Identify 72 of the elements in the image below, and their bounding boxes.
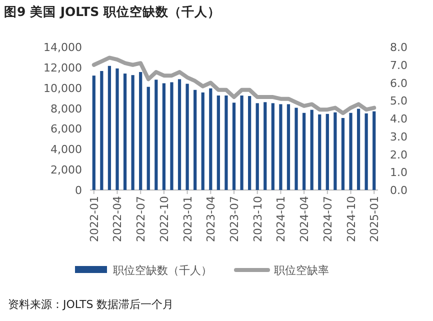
x-tick-label: 2024-01 xyxy=(274,196,288,242)
bar xyxy=(286,104,290,190)
y2-tick-label: 4.0 xyxy=(390,112,408,126)
y-tick-label: 10,000 xyxy=(44,82,82,95)
y-tick-label: 6,000 xyxy=(50,122,82,136)
x-tick-label: 2023-10 xyxy=(251,196,264,242)
chart-title: 图9 美国 JOLTS 职位空缺数（千人） xyxy=(4,4,220,19)
y-tick-label: 14,000 xyxy=(44,41,82,54)
x-tick-label: 2022-10 xyxy=(158,196,171,242)
bar xyxy=(310,110,314,190)
bar xyxy=(294,108,298,190)
y-tick-label: 4,000 xyxy=(50,143,82,156)
bar xyxy=(194,90,197,190)
x-tick-label: 2024-04 xyxy=(298,196,312,242)
bar xyxy=(209,88,212,190)
y2-tick-label: 2.0 xyxy=(390,148,408,162)
bar xyxy=(162,83,166,190)
text: 资料来源：JOLTS 数据滞后一个月 xyxy=(8,298,174,311)
y2-tick-label: 5.0 xyxy=(390,94,408,108)
x-tick-label: 2023-07 xyxy=(228,196,241,242)
y-tick-label: 12,000 xyxy=(44,61,82,74)
bar xyxy=(256,103,259,190)
x-tick-label: 2024-10 xyxy=(344,196,358,242)
legend-label: 职位空缺率 xyxy=(274,264,329,277)
y2-tick-label: 3.0 xyxy=(390,130,408,144)
x-tick-label: 2025-01 xyxy=(368,196,382,242)
y2-tick-label: 6.0 xyxy=(390,76,408,90)
bar xyxy=(224,96,228,190)
bar xyxy=(318,114,322,190)
y2-tick-label: 0.0 xyxy=(390,184,408,197)
bar xyxy=(240,96,244,190)
bar xyxy=(248,96,252,190)
bar xyxy=(264,102,267,190)
bar xyxy=(232,102,236,190)
bar xyxy=(154,80,158,190)
x-tick-label: 2023-01 xyxy=(181,196,194,242)
line-series xyxy=(92,56,376,116)
legend-label: 职位空缺数（千人） xyxy=(113,264,212,277)
bar xyxy=(123,74,127,190)
bar xyxy=(279,104,282,190)
bar xyxy=(349,112,352,190)
x-tick-label: 2024-07 xyxy=(321,196,334,242)
bar xyxy=(334,112,337,190)
y2-tick-label: 8.0 xyxy=(390,41,408,54)
bar xyxy=(356,108,360,190)
bar xyxy=(170,82,174,190)
bar xyxy=(201,92,204,190)
bar xyxy=(372,111,376,190)
x-tick-label: 2023-04 xyxy=(204,196,218,242)
bar xyxy=(178,79,182,190)
y-tick-label: 2,000 xyxy=(50,164,82,177)
bar xyxy=(108,66,112,190)
bar xyxy=(139,72,142,190)
bar xyxy=(364,113,368,190)
y-tick-label: 8,000 xyxy=(50,102,82,116)
bar xyxy=(302,112,306,190)
x-tick-label: 2022-01 xyxy=(88,196,101,242)
bar xyxy=(186,84,189,190)
x-tick-label: 2022-07 xyxy=(134,196,148,242)
bar xyxy=(146,86,150,190)
y2-tick-label: 1.0 xyxy=(390,166,408,180)
bar xyxy=(100,71,104,190)
bar xyxy=(131,75,134,190)
bar xyxy=(92,76,96,190)
bar xyxy=(216,96,220,190)
y-tick-label: 0 xyxy=(75,184,82,197)
y2-tick-label: 7.0 xyxy=(390,58,408,72)
bar xyxy=(341,118,345,190)
x-tick-label: 2022-04 xyxy=(111,196,124,242)
bar xyxy=(326,114,329,190)
bar xyxy=(271,103,274,190)
bar xyxy=(116,68,119,190)
